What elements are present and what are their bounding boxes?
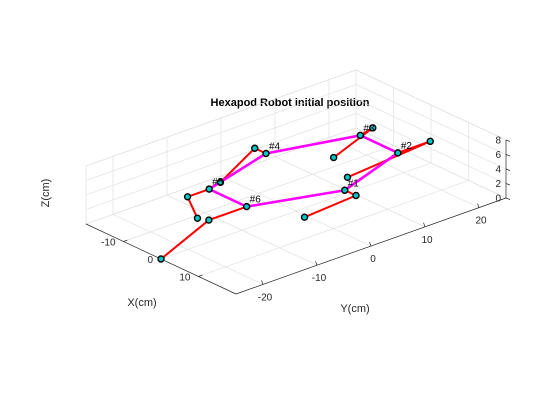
y-axis-label: Y(cm) (340, 303, 369, 315)
y-tick-label: 10 (421, 235, 433, 246)
leg-joint-marker (205, 185, 213, 193)
leg-5-line (186, 188, 210, 219)
leg-label: #2 (401, 141, 413, 152)
box-edge (85, 69, 357, 167)
y-tick-label: 0 (370, 254, 376, 265)
plot-data: #1 #2 #3 #4 #5 #6 (157, 123, 434, 263)
sidewall-gridline-z (355, 98, 507, 170)
leg-label: #1 (348, 178, 360, 189)
z-tick-label: 8 (495, 136, 501, 147)
leg-label: #5 (212, 177, 224, 188)
leg-joint-marker (329, 153, 338, 162)
y-tick-mark (261, 280, 264, 285)
leg-label: #6 (250, 195, 262, 206)
z-tick-label: 2 (495, 179, 501, 190)
floor-gridline-y (328, 137, 480, 208)
z-tick-mark (505, 183, 511, 186)
backwall-gridline-z (85, 98, 357, 196)
z-tick-mark (505, 197, 511, 200)
leg-joint-marker (205, 216, 213, 224)
y-tick-label: -20 (258, 292, 273, 303)
leg-joint-marker (356, 131, 365, 140)
leg-joint-marker (369, 124, 377, 132)
z-tick-mark (505, 139, 511, 142)
leg-joint-marker (251, 144, 259, 152)
y-tick-mark (423, 222, 426, 227)
z-tick-mark (505, 168, 511, 171)
leg-joint-marker (394, 149, 402, 157)
leg-joint-marker (157, 255, 165, 263)
y-tick-label: 20 (475, 216, 487, 227)
leg-joint-marker (193, 214, 202, 222)
backwall-gridline-z (85, 84, 357, 181)
sidewall-gridline-z (355, 113, 507, 184)
leg-joint-marker (352, 191, 360, 200)
leg-label: #4 (269, 142, 281, 153)
chart-title: Hexapod Robot initial position (211, 97, 370, 109)
leg-label: #3 (363, 123, 375, 134)
leg-joint-marker (343, 173, 352, 181)
y-tick-label: -10 (312, 273, 327, 284)
body-hexagon-line (206, 134, 401, 208)
z-tick-mark (505, 154, 511, 157)
tick-labels: -10 0 10 -20 -10 0 10 20 0 2 4 6 8 (101, 136, 501, 304)
x-axis-label: X(cm) (127, 297, 156, 309)
box-edge (355, 69, 507, 141)
x-tick-label: 0 (147, 255, 153, 266)
floor-gridline-y (112, 214, 264, 285)
z-axis-label: Z(cm) (40, 179, 52, 208)
plot-axes (85, 139, 511, 295)
y-tick-mark (315, 261, 318, 266)
leg-joint-marker (262, 149, 270, 158)
sidewall-gridline-z (355, 84, 507, 155)
x-tick-mark (198, 274, 203, 277)
y-tick-mark (477, 203, 480, 208)
leg-joint-marker (183, 193, 192, 201)
x-tick-label: 10 (179, 273, 191, 284)
backwall-gridline-z (85, 113, 357, 210)
leg-joint-marker (341, 186, 349, 194)
z-tick-label: 6 (495, 150, 501, 161)
box-edge (355, 127, 507, 199)
x-tick-mark (123, 239, 128, 242)
y-tick-mark (369, 241, 372, 247)
z-tick-label: 4 (495, 165, 501, 176)
leg-1-line (304, 189, 359, 219)
x-tick-label: -10 (101, 238, 116, 249)
leg-joint-marker (426, 137, 434, 146)
leg-joint-marker (300, 213, 309, 221)
z-tick-label: 0 (495, 194, 501, 205)
floor-gridline-y (220, 175, 372, 247)
leg-joint-marker (216, 178, 225, 187)
leg-joint-marker (242, 202, 251, 211)
